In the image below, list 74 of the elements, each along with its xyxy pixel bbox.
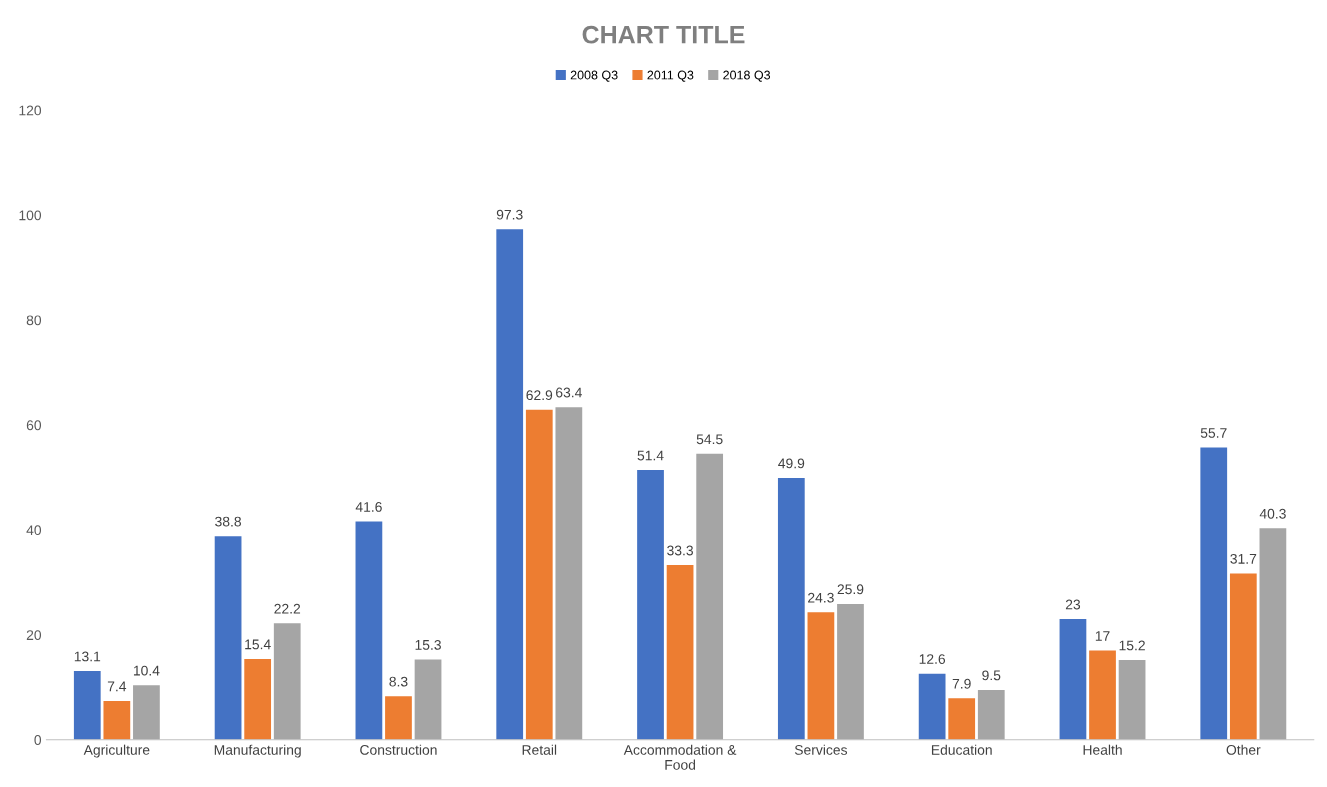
data-label: 63.4 [556, 387, 582, 398]
data-label: 97.3 [496, 209, 523, 220]
x-tick-label: Services [794, 744, 848, 755]
data-label: 25.9 [837, 584, 864, 595]
bar [1118, 660, 1146, 740]
data-label: 9.5 [982, 670, 1001, 681]
legend-label: 2008 Q3 [570, 70, 618, 82]
bar [73, 671, 101, 740]
bar [496, 229, 524, 740]
data-label: 51.4 [637, 450, 664, 461]
bar [244, 658, 272, 740]
x-tick-label: Agriculture [83, 744, 150, 758]
bar [525, 409, 553, 740]
bar [355, 521, 383, 740]
y-tick-label: 100 [19, 210, 42, 221]
y-tick-label: 60 [26, 420, 42, 431]
y-tick-label: 80 [26, 315, 42, 326]
x-tick-label: Health [1083, 744, 1122, 755]
data-label: 62.9 [526, 390, 553, 401]
bar [555, 407, 583, 740]
data-label: 12.6 [919, 654, 946, 664]
data-label: 23 [1065, 599, 1081, 610]
data-label: 31.7 [1230, 553, 1257, 564]
data-label: 7.4 [107, 681, 127, 692]
data-label: 15.2 [1119, 640, 1145, 651]
y-tick-label: 40 [26, 525, 42, 536]
data-label: 41.6 [355, 501, 382, 512]
bar [414, 659, 442, 740]
data-label: 38.8 [215, 516, 241, 527]
data-label: 15.4 [245, 639, 271, 650]
data-label: 10.4 [133, 665, 160, 676]
bar [1259, 528, 1287, 740]
bar [214, 536, 242, 740]
data-label: 54.5 [696, 434, 723, 445]
bar [807, 612, 835, 740]
y-tick-label: 0 [34, 735, 42, 745]
bar [948, 698, 976, 740]
x-tick-label: Manufacturing [214, 744, 301, 758]
bar [1229, 573, 1257, 740]
data-label: 7.9 [952, 678, 971, 689]
bar [1089, 650, 1116, 740]
y-tick-label: 20 [26, 630, 42, 641]
bar [696, 453, 724, 740]
bar [666, 565, 694, 740]
x-tick-label: Other [1226, 744, 1261, 755]
data-label: 33.3 [667, 545, 693, 556]
data-label: 17 [1095, 631, 1110, 641]
bar [777, 477, 805, 740]
bar [1200, 447, 1228, 740]
y-tick-label: 120 [19, 105, 42, 116]
legend-label: 2018 Q3 [723, 70, 771, 82]
x-tick-label: Education [931, 744, 992, 755]
data-label: 8.3 [389, 676, 408, 687]
bar [103, 700, 131, 740]
data-label: 13.1 [74, 651, 101, 662]
data-label: 15.3 [415, 639, 441, 650]
data-label: 40.3 [1259, 508, 1286, 519]
bar [637, 470, 664, 740]
data-label: 49.9 [778, 458, 805, 469]
x-tick-label: Retail [522, 744, 557, 755]
legend-label: 2011 Q3 [647, 70, 694, 82]
bar [918, 673, 946, 740]
data-label: 55.7 [1200, 428, 1227, 438]
bar [133, 685, 160, 740]
bar [977, 689, 1005, 740]
chart-title: CHART TITLE [582, 25, 745, 44]
bar [1059, 619, 1087, 740]
data-label: 22.2 [274, 603, 301, 614]
bar [273, 623, 301, 740]
x-tick-label: Construction [360, 744, 437, 755]
bar [385, 696, 412, 740]
data-label: 24.3 [808, 592, 834, 603]
bar [837, 603, 864, 740]
x-tick-label: Accommodation & Food [623, 744, 737, 770]
